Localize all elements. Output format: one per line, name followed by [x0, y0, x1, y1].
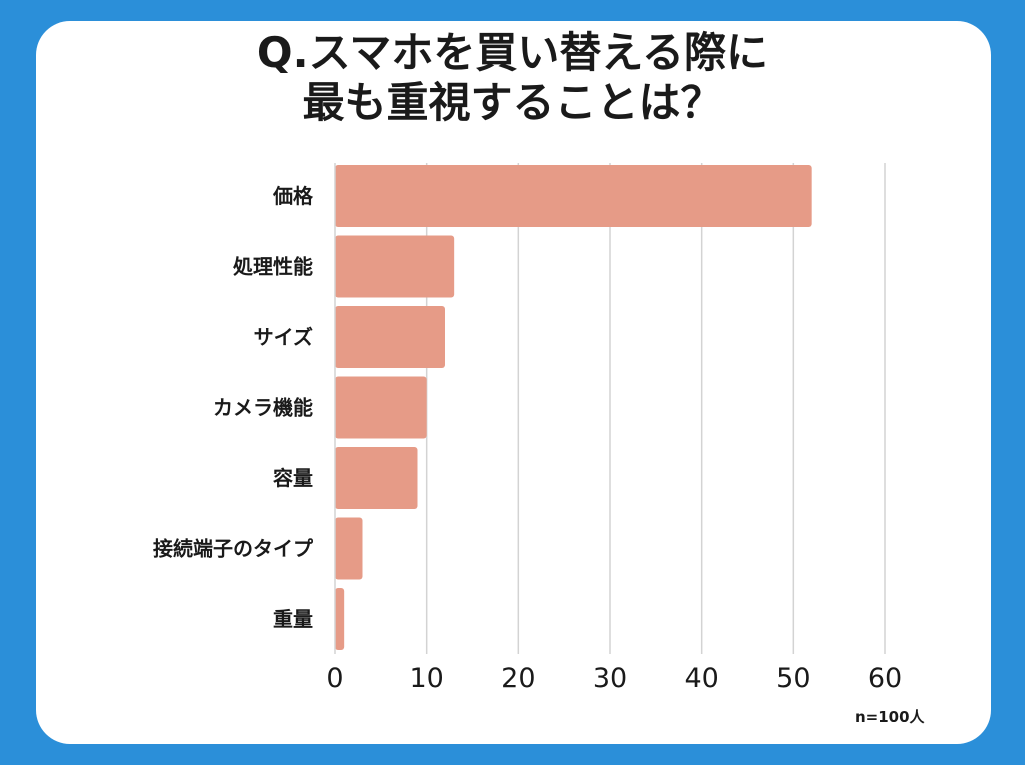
category-label-4: 容量	[273, 466, 313, 490]
bar-0	[335, 165, 812, 227]
category-label-0: 価格	[272, 184, 314, 208]
category-label-3: カメラ機能	[213, 396, 313, 420]
bar-6	[335, 588, 345, 650]
x-tick-label-20: 20	[501, 663, 535, 694]
bar-4	[335, 447, 418, 509]
bar-5	[335, 517, 363, 580]
sample-size-note: n=100人	[855, 708, 925, 726]
x-tick-label-40: 40	[684, 663, 718, 694]
bar-1	[335, 235, 455, 298]
x-tick-label-30: 30	[593, 663, 627, 694]
category-label-2: サイズ	[254, 325, 313, 349]
x-tick-label-10: 10	[409, 663, 443, 694]
category-label-1: 処理性能	[233, 255, 313, 279]
category-label-5: 接続端子のタイプ	[153, 537, 314, 561]
x-tick-label-0: 0	[326, 663, 343, 694]
chart-title-line-1: Q.スマホを買い替える際に	[256, 28, 769, 77]
category-label-6: 重量	[273, 607, 313, 631]
x-tick-label-60: 60	[868, 663, 902, 694]
x-tick-label-50: 50	[776, 663, 810, 694]
bar-2	[335, 306, 445, 368]
bar-3	[335, 376, 427, 439]
chart-card	[36, 21, 991, 744]
chart-title-line-2: 最も重視することは？	[302, 78, 723, 127]
chart-title: Q.スマホを買い替える際に 最も重視することは？	[0, 28, 1025, 128]
